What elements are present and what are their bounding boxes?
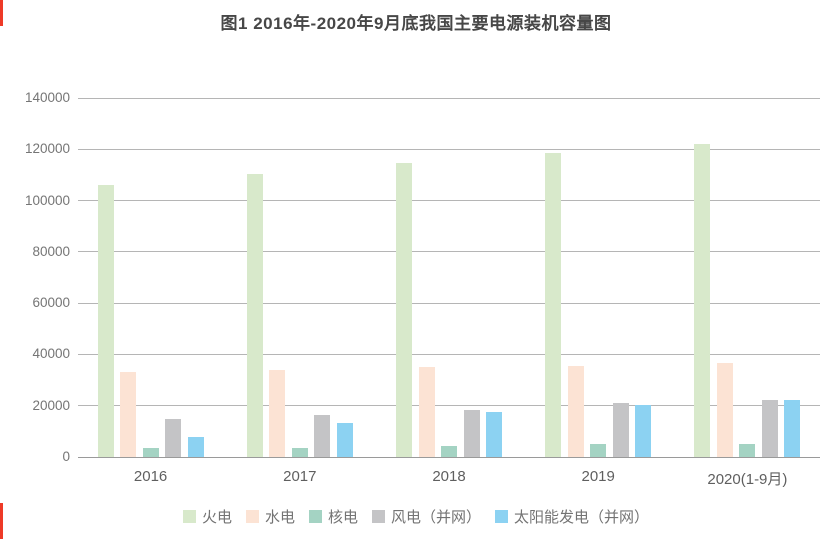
bar xyxy=(545,153,562,457)
y-axis-tick-label: 140000 xyxy=(24,90,70,105)
gridline xyxy=(78,251,820,253)
left-red-accent-top xyxy=(0,0,3,26)
legend-swatch xyxy=(245,510,259,523)
y-axis-tick-label: 100000 xyxy=(24,192,70,208)
bar xyxy=(463,409,480,457)
legend-item: 太阳能发电（并网） xyxy=(495,506,649,527)
bar xyxy=(716,363,733,457)
bar xyxy=(486,412,502,457)
bar xyxy=(612,403,629,457)
bar xyxy=(590,444,607,457)
gridline xyxy=(78,148,820,150)
legend-label: 太阳能发电（并网） xyxy=(514,509,650,526)
y-axis-tick-label: 80000 xyxy=(32,243,70,259)
legend-item: 核电 xyxy=(308,506,358,527)
x-axis-baseline xyxy=(78,456,820,458)
bar xyxy=(142,448,159,457)
bar xyxy=(635,404,652,457)
chart-legend: 火电 水电 核电 风电（并网） 太阳能发电（并网） xyxy=(0,506,832,527)
bar xyxy=(567,365,584,457)
bar xyxy=(291,447,308,457)
legend-label: 水电 xyxy=(264,509,295,526)
bar xyxy=(246,173,263,457)
bar xyxy=(269,369,286,457)
legend-label: 核电 xyxy=(327,509,358,526)
legend-label: 风电（并网） xyxy=(391,509,482,526)
legend-swatch xyxy=(308,510,322,523)
gridline xyxy=(78,200,820,202)
legend-item: 风电（并网） xyxy=(372,506,481,527)
bar xyxy=(97,185,114,457)
legend-label: 火电 xyxy=(201,509,232,526)
bar xyxy=(761,399,778,457)
x-axis-tick-label: 2020(1-9月) xyxy=(707,471,788,488)
y-axis-tick-label: 20000 xyxy=(32,397,70,413)
x-axis-tick-label: 2018 xyxy=(432,468,466,485)
bar xyxy=(120,372,137,457)
gridline xyxy=(78,97,820,99)
legend-swatch xyxy=(372,510,385,523)
bar xyxy=(336,423,353,457)
y-axis-tick-label: 0 xyxy=(62,449,70,464)
legend-swatch xyxy=(495,510,509,523)
y-axis-tick-label: 40000 xyxy=(32,346,70,362)
y-axis-tick-label: 120000 xyxy=(24,141,70,157)
bar xyxy=(418,367,435,457)
chart-title: 图1 2016年-2020年9月底我国主要电源装机容量图 xyxy=(220,14,612,33)
bar xyxy=(165,418,182,457)
bar xyxy=(187,437,204,457)
bar xyxy=(739,444,756,457)
gridline xyxy=(78,302,820,304)
bar xyxy=(314,414,331,457)
y-axis-tick-label: 60000 xyxy=(32,295,70,311)
legend-item: 火电 xyxy=(182,506,232,527)
x-axis-tick-label: 2017 xyxy=(283,468,317,485)
legend-swatch xyxy=(182,510,196,523)
left-red-accent-bottom xyxy=(0,503,3,539)
bar xyxy=(396,163,412,457)
x-axis-tick-label: 2019 xyxy=(581,468,615,485)
legend-item: 水电 xyxy=(245,506,295,527)
bar xyxy=(694,144,711,457)
x-axis-tick-label: 2016 xyxy=(133,468,168,485)
gridline xyxy=(78,353,820,355)
bar xyxy=(441,445,457,457)
bar xyxy=(784,400,801,457)
gridline xyxy=(78,405,820,407)
